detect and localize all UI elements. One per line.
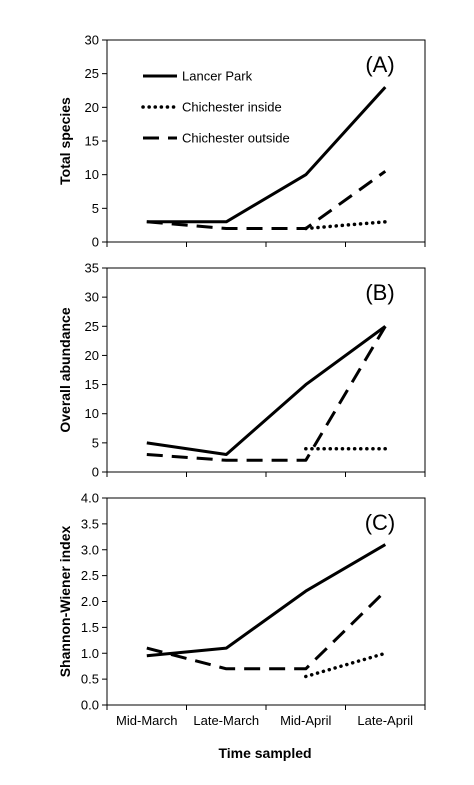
chart-panel-3: 0.0 0.5 1.0 1.5 2.0 2.5 3.0 3.5 4.0 Mid-March Late… bbox=[57, 491, 426, 728]
panel-label: (B) bbox=[365, 280, 394, 305]
series-line-lancer-park bbox=[146, 86, 387, 224]
y-tick-label: 0 bbox=[92, 465, 99, 480]
legend: Lancer Park Chichester inside Chichester o… bbox=[141, 69, 290, 146]
series-line-lancer-park bbox=[146, 543, 387, 658]
y-tick-label: 3.5 bbox=[81, 516, 99, 531]
chart-panel-2: 0 5 10 15 20 25 30 35 Overall abundance (B) bbox=[57, 261, 426, 480]
y-tick-label: 4.0 bbox=[81, 491, 99, 506]
series-line-chichester-outside bbox=[146, 590, 387, 671]
y-tick-label: 5 bbox=[92, 435, 99, 450]
y-tick-label: 1.5 bbox=[81, 620, 99, 635]
y-tick-label: 20 bbox=[85, 348, 99, 363]
y-tick-label: 15 bbox=[85, 134, 99, 149]
panel-label: (A) bbox=[365, 52, 394, 77]
y-tick-label: 0.0 bbox=[81, 698, 99, 713]
y-tick-label: 35 bbox=[85, 261, 99, 276]
y-tick-label: 30 bbox=[85, 290, 99, 305]
y-tick-label: 10 bbox=[85, 167, 99, 182]
y-tick-label: 0 bbox=[92, 235, 99, 250]
y-tick-label: 0.5 bbox=[81, 672, 99, 687]
series-line-chichester-outside bbox=[146, 170, 387, 230]
y-tick-label: 15 bbox=[85, 377, 99, 392]
y-tick-label: 10 bbox=[85, 406, 99, 421]
series-line-chichester-outside bbox=[146, 325, 387, 462]
y-axis-label: Overall abundance bbox=[57, 307, 73, 432]
legend-label: Chichester inside bbox=[182, 100, 282, 115]
y-tick-label: 30 bbox=[85, 33, 99, 48]
series-line-chichester-inside bbox=[304, 220, 388, 231]
y-tick-label: 2.0 bbox=[81, 594, 99, 609]
chart-panel-1: 0 5 10 15 20 25 30 Total species (A) Lancer Park C… bbox=[57, 33, 426, 250]
y-tick-label: 3.0 bbox=[81, 542, 99, 557]
series-line-chichester-inside bbox=[304, 651, 388, 679]
x-tick-label: Late-March bbox=[193, 713, 259, 728]
y-tick-label: 25 bbox=[85, 319, 99, 334]
y-tick-label: 20 bbox=[85, 100, 99, 115]
chart-panels: 0 5 10 15 20 25 30 Total species (A) Lancer Park C… bbox=[57, 33, 426, 728]
series-line-lancer-park bbox=[146, 325, 387, 456]
x-tick-label: Late-April bbox=[357, 713, 413, 728]
x-tick-label: Mid-March bbox=[116, 713, 177, 728]
legend-label: Chichester outside bbox=[182, 131, 290, 146]
y-tick-label: 5 bbox=[92, 201, 99, 216]
y-tick-label: 2.5 bbox=[81, 568, 99, 583]
y-axis-label: Shannon-Wiener index bbox=[57, 526, 73, 678]
x-tick-label: Mid-April bbox=[280, 713, 331, 728]
y-axis-label: Total species bbox=[57, 97, 73, 185]
y-tick-label: 1.0 bbox=[81, 646, 99, 661]
panel-label: (C) bbox=[365, 510, 396, 535]
x-axis-label: Time sampled bbox=[218, 745, 311, 761]
legend-label: Lancer Park bbox=[182, 69, 253, 84]
y-tick-label: 25 bbox=[85, 66, 99, 81]
